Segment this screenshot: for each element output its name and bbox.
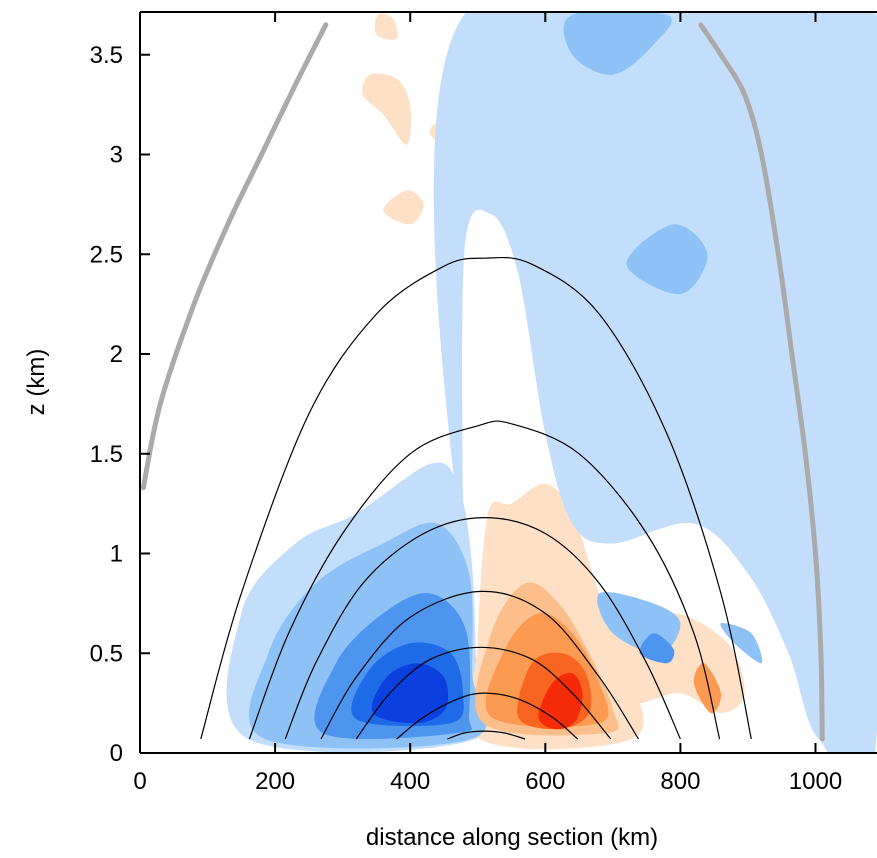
contour-lines <box>200 256 752 740</box>
x-tick-label: 1000 <box>789 768 842 795</box>
positive-anomaly-region-level-3 <box>693 663 722 714</box>
filled-contours <box>226 12 877 753</box>
contour-line-level-2 <box>248 420 721 740</box>
x-tick-label: 800 <box>660 768 700 795</box>
y-tick-label: 3.5 <box>90 42 123 69</box>
y-tick-label: 2.5 <box>90 241 123 268</box>
negative-anomaly-region-level-2 <box>626 224 708 295</box>
positive-anomaly-region-level-1 <box>374 13 398 40</box>
grey-isoline-1 <box>140 22 329 491</box>
contour-line-level-1 <box>200 256 752 740</box>
contour-line-level-3 <box>284 516 681 740</box>
y-tick-label: 0 <box>110 740 123 767</box>
y-axis-title: z (km) <box>23 349 50 416</box>
negative-anomaly-region-level-1 <box>433 12 877 753</box>
x-tick-label: 600 <box>525 768 565 795</box>
ticks: 0 200 400 600 800 1000 0 0.5 1 1.5 2 2.5 3 3.5 <box>90 12 842 795</box>
x-tick-label: 400 <box>390 768 430 795</box>
contour-line-level-4 <box>320 590 640 740</box>
contour-line-level-7 <box>447 730 526 740</box>
negative-anomaly-region-level-2 <box>563 12 672 75</box>
contour-line-level-5 <box>355 646 612 740</box>
contour-line-level-6 <box>396 692 579 740</box>
y-tick-label: 2 <box>110 341 123 368</box>
grey-isoline-2 <box>698 22 825 742</box>
y-tick-label: 1.5 <box>90 441 123 468</box>
y-tick-label: 1 <box>110 541 123 568</box>
axes <box>139 11 877 754</box>
x-tick-label: 200 <box>255 768 295 795</box>
y-tick-label: 0.5 <box>90 640 123 667</box>
negative-anomaly-region-level-5 <box>371 663 449 724</box>
x-axis-title: distance along section (km) <box>366 824 658 851</box>
x-tick-label: 0 <box>133 768 146 795</box>
negative-anomaly-region-level-3 <box>639 633 675 664</box>
positive-anomaly-region-level-1 <box>383 190 424 225</box>
grey-isolines <box>140 22 825 742</box>
positive-anomaly-region-level-1 <box>362 73 412 145</box>
y-tick-label: 3 <box>110 142 123 169</box>
